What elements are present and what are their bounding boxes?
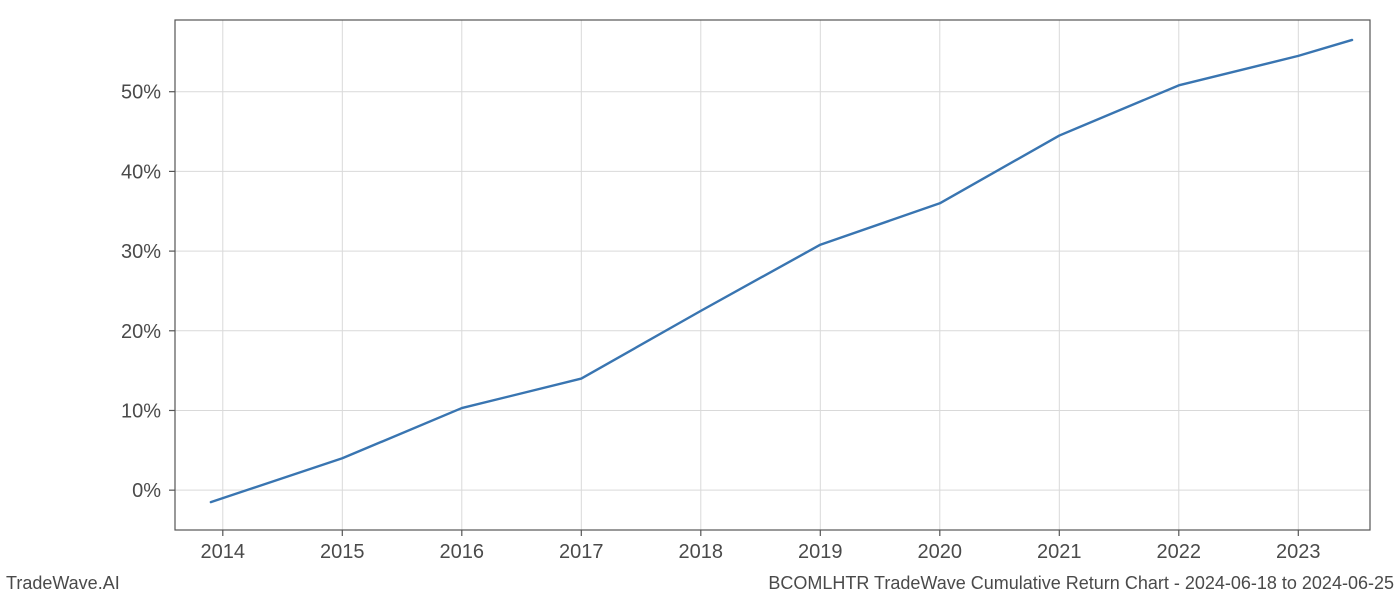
x-tick-label: 2015	[320, 541, 365, 563]
x-tick-label: 2022	[1157, 541, 1202, 563]
y-tick-label: 30%	[121, 241, 161, 263]
y-tick-label: 20%	[121, 321, 161, 343]
y-tick-label: 40%	[121, 161, 161, 183]
x-tick-label: 2020	[918, 541, 963, 563]
x-tick-label: 2023	[1276, 541, 1321, 563]
line-chart: 2014 2015 2016 2017 2018 2019 2020 2021 2022 2023…	[0, 0, 1400, 600]
y-tick-label: 50%	[121, 82, 161, 104]
x-tick-label: 2017	[559, 541, 604, 563]
x-tick-label: 2014	[201, 541, 246, 563]
x-tick-label: 2016	[440, 541, 485, 563]
x-tick-label: 2021	[1037, 541, 1082, 563]
chart-container: 2014 2015 2016 2017 2018 2019 2020 2021 2022 2023…	[0, 0, 1400, 600]
y-tick-label: 0%	[132, 480, 161, 502]
x-tick-label: 2018	[679, 541, 724, 563]
footer-brand: TradeWave.AI	[6, 573, 120, 594]
footer-caption: BCOMLHTR TradeWave Cumulative Return Cha…	[768, 573, 1394, 594]
x-tick-label: 2019	[798, 541, 843, 563]
y-tick-label: 10%	[121, 400, 161, 422]
